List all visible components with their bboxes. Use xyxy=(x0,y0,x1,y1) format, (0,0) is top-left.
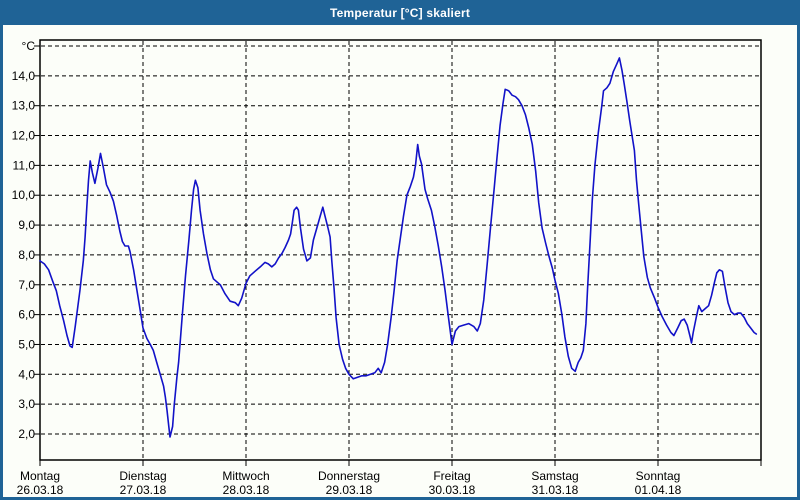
plot-border xyxy=(39,39,762,461)
y-tick-label: 14,0 xyxy=(12,69,36,83)
date-label: 26.03.18 xyxy=(17,483,64,497)
date-label: 28.03.18 xyxy=(223,483,270,497)
y-tick-label: 13,0 xyxy=(12,99,36,113)
day-label: Donnerstag xyxy=(318,469,380,483)
date-label: 30.03.18 xyxy=(429,483,476,497)
day-label: Freitag xyxy=(433,469,470,483)
y-tick-label: 10,0 xyxy=(12,188,36,202)
window-border-left xyxy=(0,25,3,500)
window-title: Temperatur [°C] skaliert xyxy=(329,5,471,20)
y-tick-label: 12,0 xyxy=(12,129,36,143)
y-tick-label: 4,0 xyxy=(18,367,35,381)
y-tick-label: 6,0 xyxy=(18,308,35,322)
date-label: 31.03.18 xyxy=(532,483,579,497)
y-tick-label: 8,0 xyxy=(18,248,35,262)
date-label: 27.03.18 xyxy=(120,483,167,497)
day-label: Mittwoch xyxy=(222,469,269,483)
y-tick-label: 7,0 xyxy=(18,278,35,292)
day-label: Dienstag xyxy=(119,469,166,483)
y-tick-label: 9,0 xyxy=(18,218,35,232)
window-border-right xyxy=(797,25,800,500)
day-label: Sonntag xyxy=(636,469,681,483)
day-label: Montag xyxy=(20,469,60,483)
y-tick-label: 2,0 xyxy=(18,427,35,441)
y-tick-label: 5,0 xyxy=(18,337,35,351)
date-label: 29.03.18 xyxy=(326,483,373,497)
temperature-line xyxy=(39,57,758,438)
window-border-bottom xyxy=(0,497,800,500)
day-label: Samstag xyxy=(531,469,578,483)
y-axis-unit-label: °C xyxy=(22,39,36,53)
y-tick-label: 11,0 xyxy=(13,158,36,172)
y-tick-label: 3,0 xyxy=(18,397,35,411)
title-bar[interactable]: Temperatur [°C] skaliert xyxy=(0,0,800,25)
date-label: 01.04.18 xyxy=(635,483,682,497)
